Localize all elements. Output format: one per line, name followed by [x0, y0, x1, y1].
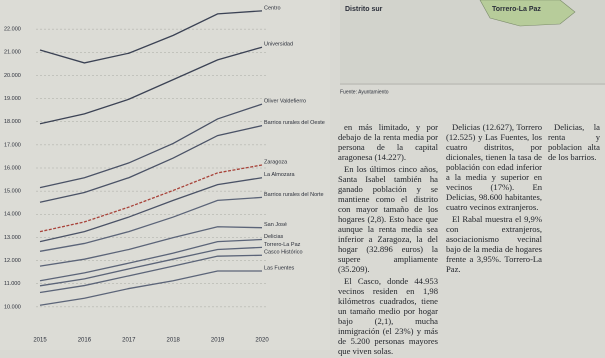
y-tick-label: 19.000: [4, 96, 21, 102]
series-line: [39, 246, 263, 287]
x-tick-label: 2017: [122, 338, 136, 344]
series-label: Casco Histórico: [264, 250, 303, 256]
series-line: [39, 254, 263, 294]
paragraph: El Casco, donde 44.953 vecinos residen e…: [338, 276, 438, 356]
y-tick-label: 17.000: [4, 142, 21, 148]
series-line: [39, 125, 263, 203]
article-column: en más limitado, y por debajo de la rent…: [338, 122, 438, 358]
series-line: [39, 226, 263, 267]
paragraph: Delicias (12.627), Torrero (12.525) y La…: [446, 122, 542, 212]
y-tick-label: 18.000: [4, 119, 21, 125]
y-tick-label: 20.000: [4, 73, 21, 79]
series-label: Centro: [264, 5, 281, 11]
map-district: [479, 0, 576, 27]
y-tick-label: 15.000: [4, 189, 21, 195]
series-line: [39, 46, 263, 125]
series-line: [39, 103, 263, 189]
series-label: Barrios rurales del Norte: [264, 192, 324, 198]
y-tick-label: 11.000: [4, 281, 20, 287]
chart-background: [0, 0, 330, 350]
x-tick-label: 2019: [211, 338, 225, 344]
paragraph: Delicias, la renta y poblacion alta de l…: [548, 122, 600, 162]
series-line: [39, 196, 263, 252]
article-column: Delicias, la renta y poblacion alta de l…: [548, 122, 600, 350]
series-label: Torrero-La Paz: [264, 242, 301, 248]
series-label: Zaragoza: [264, 159, 288, 165]
series-label: Barrios rurales del Oeste: [264, 120, 325, 126]
series-line: [39, 177, 263, 243]
y-tick-label: 16.000: [4, 165, 21, 171]
source: Fuente: Ayuntamiento: [340, 89, 389, 95]
chart: Distrito sur Torrero-La Paz Fuente: Ayun…: [0, 0, 605, 350]
y-tick-label: 13.000: [4, 235, 21, 241]
x-tick-label: 2018: [167, 338, 181, 344]
x-tick-label: 2020: [255, 338, 269, 344]
x-tick-label: 2015: [33, 338, 47, 344]
paragraph: en más limitado, y por debajo de la rent…: [338, 122, 438, 162]
y-tick-label: 14.000: [4, 212, 21, 218]
series-label: Universidad: [264, 42, 293, 48]
series-line: [39, 270, 262, 306]
article-column: Delicias (12.627), Torrero (12.525) y La…: [446, 122, 542, 276]
x-tick-label: 2016: [78, 338, 92, 344]
series-line: [39, 238, 263, 282]
y-tick-label: 21.000: [4, 50, 21, 56]
y-tick-label: 10.000: [4, 304, 21, 310]
series-label: San José: [264, 222, 287, 228]
series-label: Oliver Valdefierro: [264, 99, 306, 105]
series-label: Las Fuentes: [264, 265, 295, 271]
paragraph: El Rabal muestra el 9,9% con extranjeros…: [446, 214, 542, 274]
series-label: Delicias: [264, 234, 284, 240]
series-line: [39, 164, 263, 233]
y-tick-label: 22.000: [4, 27, 21, 33]
map: Distrito sur Torrero-La Paz Fuente: Ayun…: [340, 0, 605, 95]
series-line: [39, 10, 263, 64]
y-tick-label: 12.000: [4, 258, 21, 264]
paragraph: En los últimos cinco años, Santa Isabel …: [338, 164, 438, 274]
series-label: La Almozara: [264, 172, 296, 178]
map-area-label: Torrero-La Paz: [492, 6, 541, 13]
map-label: Distrito sur: [345, 6, 383, 13]
